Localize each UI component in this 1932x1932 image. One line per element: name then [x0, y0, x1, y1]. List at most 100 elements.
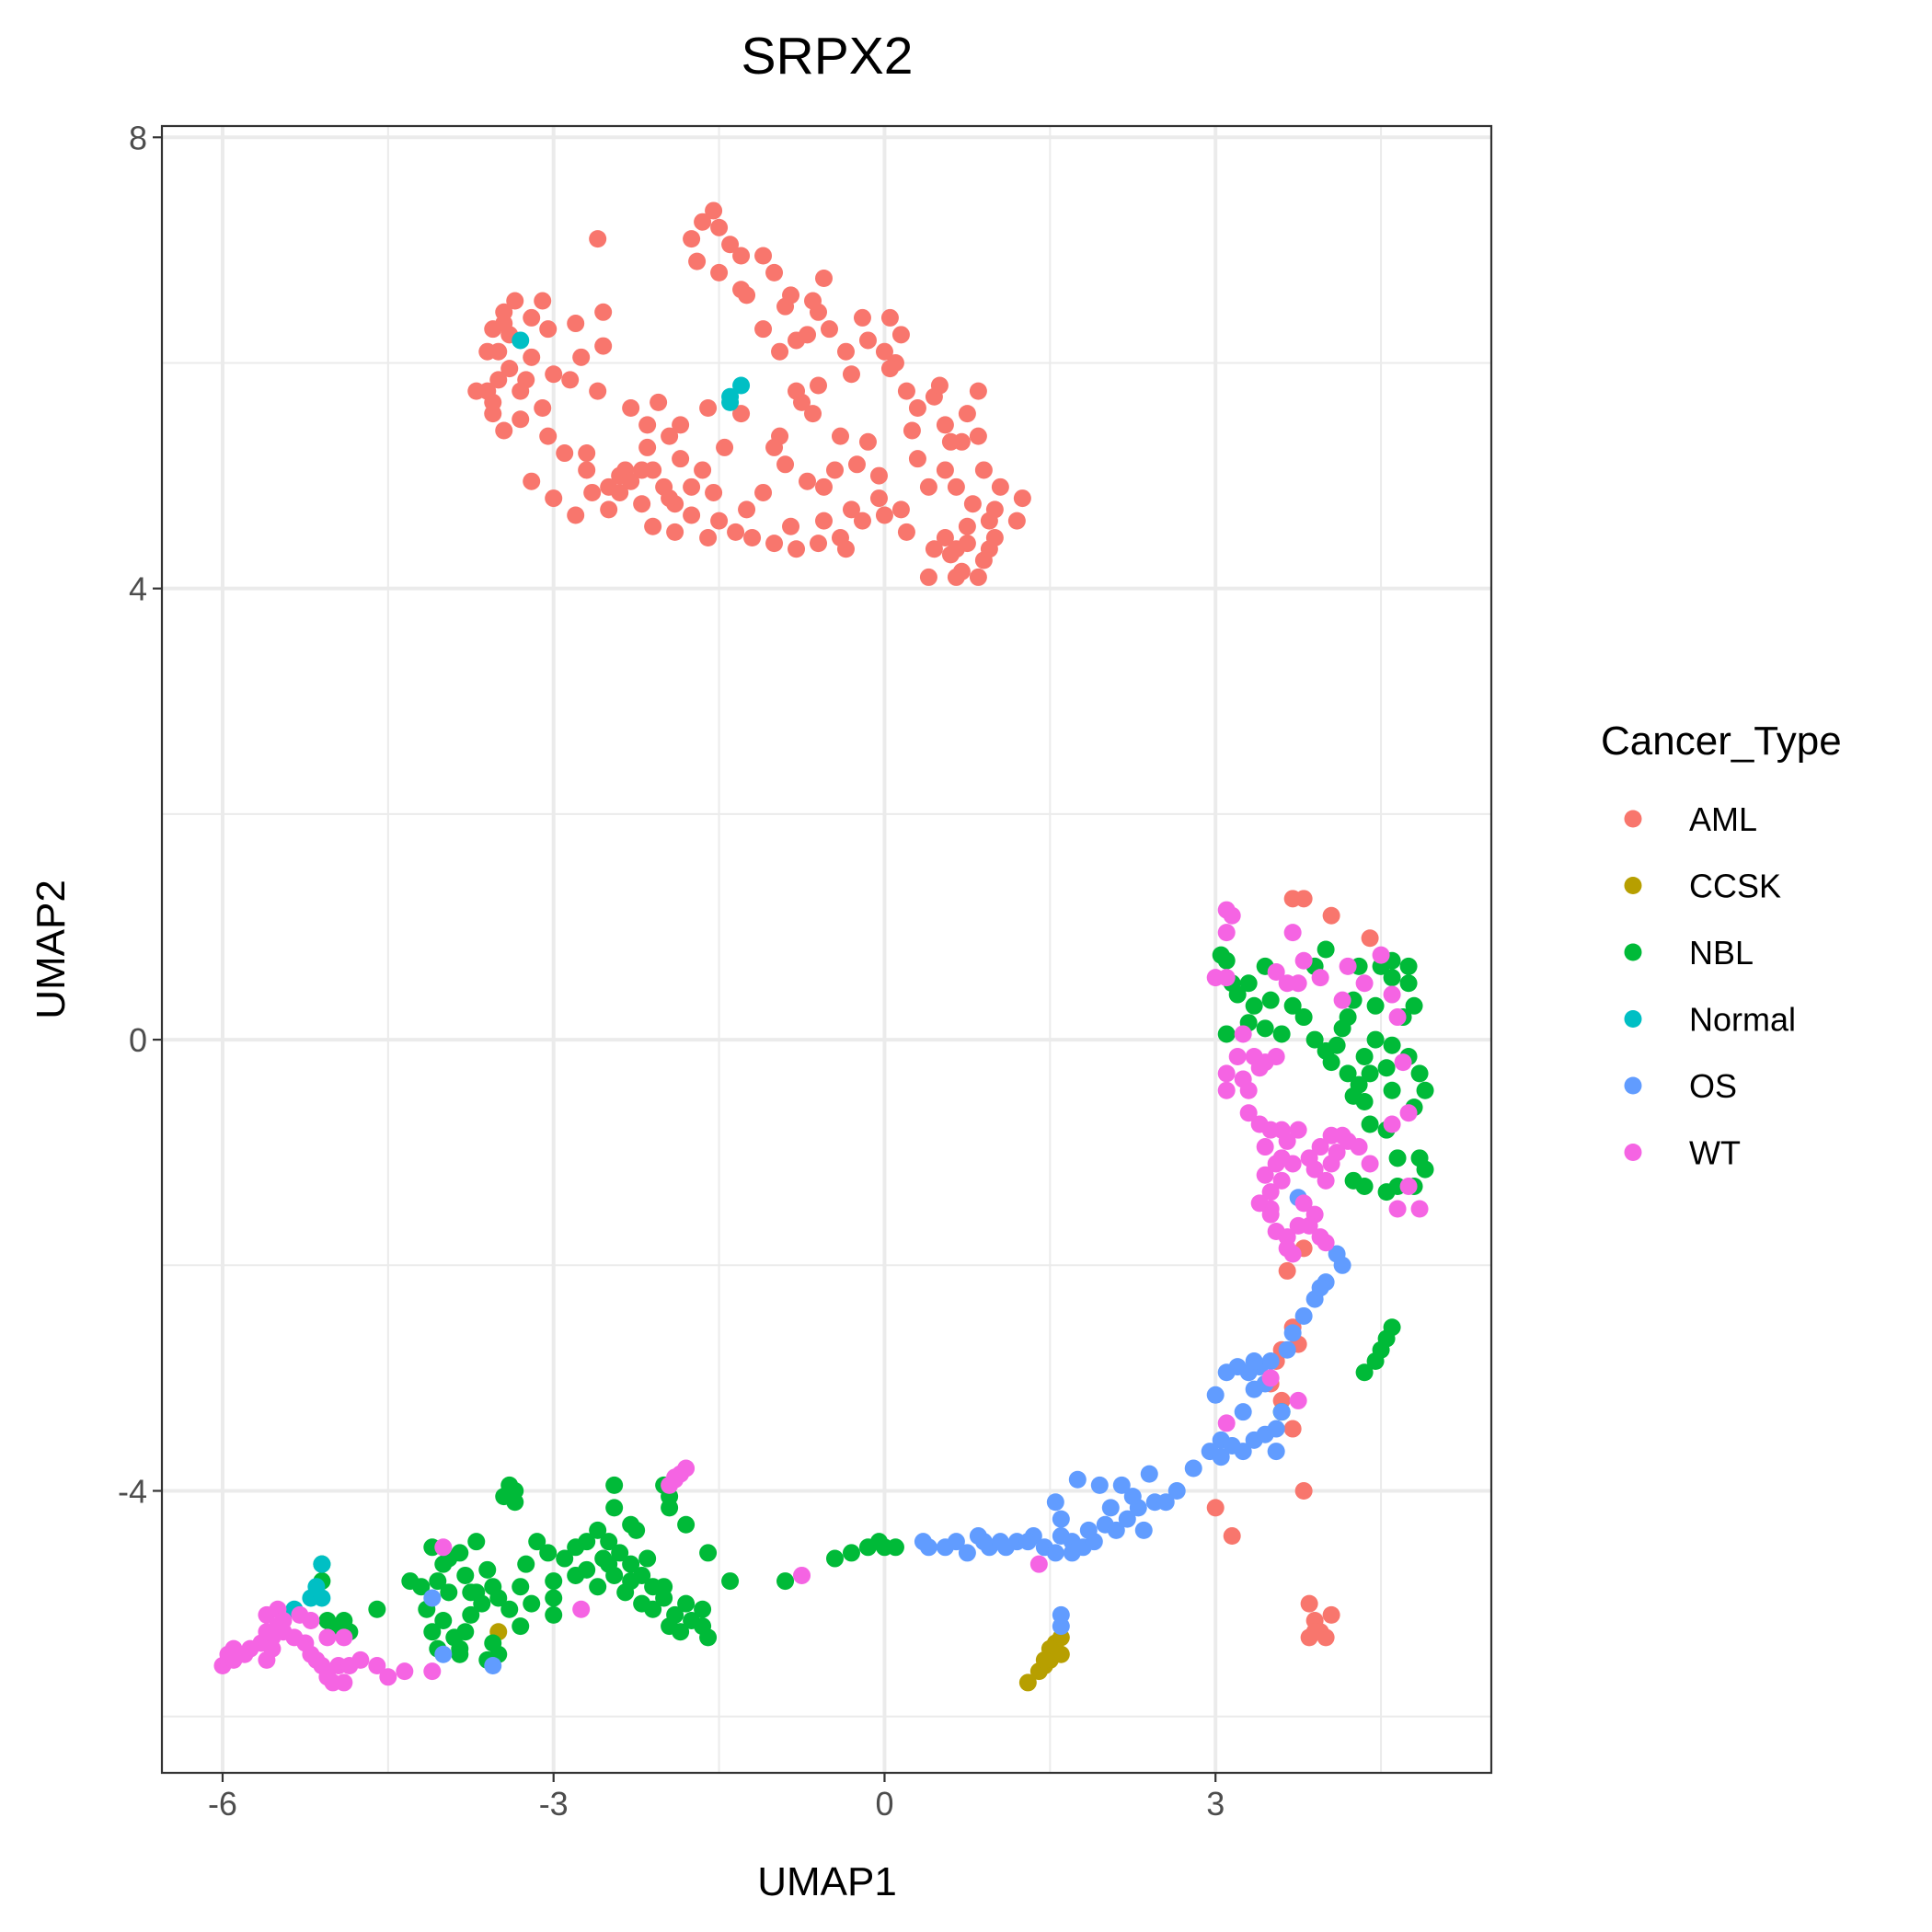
point-aml: [738, 500, 756, 519]
point-os: [1068, 1470, 1087, 1489]
point-aml: [567, 315, 585, 333]
point-wt: [1294, 1194, 1313, 1213]
point-aml: [891, 500, 910, 519]
point-wt: [1300, 1216, 1318, 1235]
legend-key: [1624, 1010, 1642, 1028]
point-normal: [512, 331, 530, 350]
point-aml: [743, 529, 762, 546]
point-wt: [1388, 1200, 1407, 1218]
point-aml: [847, 455, 866, 474]
point-aml: [705, 201, 723, 220]
point-aml: [776, 455, 795, 474]
point-wt: [1383, 1115, 1401, 1133]
point-nbl: [672, 1623, 690, 1641]
point-os: [1283, 1324, 1302, 1342]
point-aml: [925, 540, 943, 558]
legend-label: OS: [1689, 1067, 1737, 1105]
point-aml: [1361, 929, 1379, 948]
point-wt: [1339, 957, 1357, 975]
x-tick-label: 0: [875, 1785, 893, 1823]
series-aml: [467, 201, 1379, 1647]
point-aml: [638, 416, 657, 434]
point-aml: [1294, 890, 1313, 908]
point-aml: [1322, 906, 1340, 925]
point-aml: [891, 326, 910, 344]
point-nbl: [842, 1544, 860, 1562]
point-aml: [991, 477, 1009, 496]
point-aml: [980, 540, 998, 558]
point-os: [1294, 1306, 1313, 1325]
point-aml: [710, 218, 729, 236]
chart-title: SRPX2: [742, 27, 914, 86]
point-wt: [1399, 1104, 1418, 1122]
point-wt: [572, 1600, 591, 1618]
legend-item-aml: AML: [1624, 800, 1757, 838]
point-nbl: [478, 1560, 497, 1579]
point-aml: [936, 461, 954, 479]
plot-panel: [160, 124, 1493, 1775]
point-os: [1123, 1488, 1142, 1506]
point-os: [1267, 1443, 1285, 1461]
point-nbl: [1366, 996, 1385, 1015]
point-os: [1134, 1521, 1153, 1539]
point-os: [1333, 1256, 1351, 1274]
point-aml: [985, 500, 1004, 519]
point-os: [1046, 1544, 1064, 1562]
series-os: [423, 1189, 1351, 1675]
point-aml: [799, 326, 817, 344]
point-aml: [963, 495, 982, 513]
point-wt: [1261, 1369, 1280, 1387]
point-aml: [716, 438, 734, 456]
point-os: [1184, 1459, 1202, 1478]
point-nbl: [556, 1549, 574, 1568]
point-aml: [875, 342, 893, 361]
point-os: [1267, 1420, 1285, 1438]
point-aml: [534, 292, 552, 310]
point-os: [1046, 1493, 1064, 1512]
point-nbl: [605, 1499, 624, 1517]
legend-item-wt: WT: [1624, 1134, 1741, 1172]
point-aml: [897, 523, 915, 541]
point-nbl: [528, 1533, 546, 1551]
point-nbl: [318, 1611, 337, 1629]
point-aml: [771, 427, 789, 445]
point-os: [996, 1538, 1015, 1557]
point-aml: [506, 292, 524, 310]
point-aml: [754, 483, 773, 501]
point-wt: [335, 1673, 353, 1692]
point-nbl: [1416, 1160, 1434, 1179]
point-aml: [1294, 1481, 1313, 1500]
point-nbl: [1245, 996, 1263, 1015]
point-nbl: [1294, 1008, 1313, 1027]
point-aml: [1305, 1623, 1324, 1641]
point-aml: [754, 247, 773, 265]
point-os: [434, 1645, 453, 1663]
point-wt: [274, 1623, 293, 1641]
point-aml: [869, 489, 888, 508]
point-os: [1278, 1340, 1296, 1359]
legend-item-ccsk: CCSK: [1624, 868, 1781, 905]
point-aml: [799, 472, 817, 490]
series-nbl: [313, 940, 1434, 1669]
point-aml: [578, 461, 596, 479]
point-wt: [1339, 1132, 1357, 1150]
point-aml: [683, 477, 701, 496]
point-aml: [880, 308, 899, 327]
legend-key: [1624, 810, 1642, 828]
point-wt: [1217, 1081, 1236, 1099]
point-aml: [903, 421, 921, 440]
x-tick-label: -3: [539, 1785, 569, 1823]
point-nbl: [622, 1555, 640, 1573]
point-aml: [683, 230, 701, 248]
point-nbl: [825, 1549, 844, 1568]
series-normal: [285, 331, 751, 1618]
point-aml: [1283, 1420, 1302, 1438]
point-aml: [738, 286, 756, 305]
point-ccsk: [1052, 1645, 1070, 1663]
point-nbl: [589, 1578, 607, 1596]
point-aml: [699, 399, 718, 418]
point-wt: [302, 1611, 320, 1629]
point-ccsk: [1018, 1673, 1037, 1692]
legend-label: AML: [1689, 800, 1757, 838]
point-nbl: [677, 1594, 696, 1613]
